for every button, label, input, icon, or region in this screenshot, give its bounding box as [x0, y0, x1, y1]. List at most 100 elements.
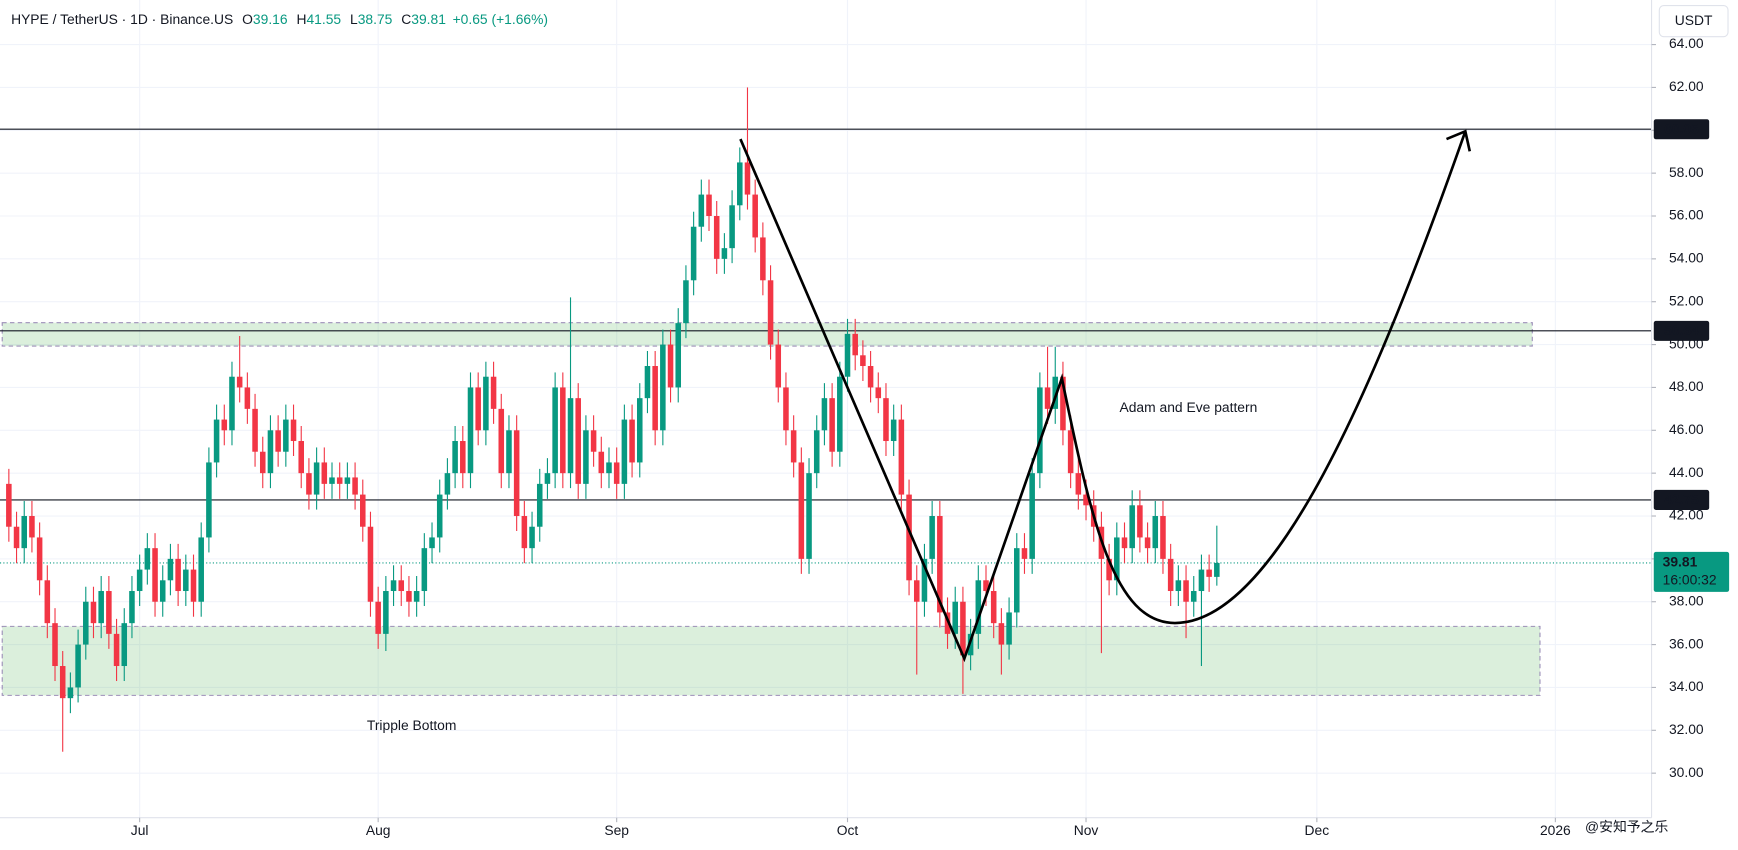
ohlc-label: L	[350, 11, 358, 27]
levels	[0, 128, 1652, 564]
candle-body	[667, 344, 674, 388]
zones	[1, 322, 1541, 696]
candle-body	[1206, 569, 1212, 577]
candle-body	[190, 569, 197, 602]
candle-body	[944, 612, 951, 634]
candle-body	[21, 516, 28, 549]
y-tick-label: 54.00	[1669, 250, 1704, 266]
candle-body	[775, 344, 782, 388]
candle-body	[829, 398, 835, 452]
y-tick-label: 42.00	[1669, 507, 1704, 523]
zone	[1, 625, 1541, 696]
candle-body	[1106, 558, 1112, 581]
x-tick-label: Dec	[1305, 822, 1330, 838]
candle-body	[1029, 473, 1035, 559]
candle-body	[383, 591, 389, 634]
candle-body	[167, 558, 174, 581]
candle-body	[652, 366, 658, 431]
candle-body	[290, 419, 297, 442]
candle-body	[483, 376, 489, 431]
currency-box[interactable]	[1658, 5, 1729, 38]
change: +0.65 (+1.66%)	[453, 11, 548, 27]
candle-body	[752, 194, 758, 238]
y-tick-label: 58.00	[1669, 164, 1704, 180]
candle-body	[975, 580, 982, 634]
y-tick-label: 36.00	[1669, 635, 1704, 651]
candle-body	[75, 644, 81, 688]
candle-body	[867, 366, 874, 388]
candle-body	[552, 387, 558, 474]
candle-body	[1075, 473, 1082, 495]
y-tick-label: 64.00	[1669, 35, 1704, 51]
candle-body	[906, 494, 912, 581]
candle-body	[275, 430, 281, 452]
y-tick-label: 30.00	[1669, 764, 1704, 780]
candle-body	[152, 548, 158, 602]
candle-body	[960, 601, 966, 656]
ohlc-label: H	[296, 11, 306, 27]
pattern-path	[739, 130, 1467, 663]
candle-body	[460, 441, 466, 474]
candle-body	[1198, 569, 1205, 592]
candle-body	[806, 473, 812, 559]
candle-body	[136, 569, 143, 592]
candle-body	[606, 462, 612, 474]
candle-body	[929, 516, 935, 559]
level-label: 50.64	[1664, 322, 1699, 338]
last-price-box	[1653, 551, 1730, 592]
candle-body	[44, 580, 51, 624]
axes: 30.0032.0034.0036.0038.0040.0042.0044.00…	[131, 35, 1730, 838]
candle-body	[1167, 558, 1174, 592]
candle-body	[875, 387, 882, 399]
candle-body	[106, 591, 112, 634]
candle-body	[521, 516, 528, 549]
candle-body	[683, 280, 689, 324]
x-tick-label: Jul	[131, 822, 149, 838]
candle-body	[367, 526, 374, 602]
candle-body	[490, 376, 497, 409]
candles	[6, 87, 1220, 752]
candle-body	[90, 601, 97, 624]
candle-body	[360, 494, 366, 527]
y-tick-label: 62.00	[1669, 78, 1704, 94]
candle-body	[621, 419, 628, 484]
candle-body	[1144, 537, 1151, 549]
pattern-drawing	[739, 129, 1472, 663]
candle-body	[1129, 505, 1135, 549]
candle-body	[344, 477, 351, 484]
candle-body	[183, 569, 189, 592]
ohlc-value: 41.55	[306, 11, 341, 27]
candle-body	[506, 430, 512, 474]
candle-body	[998, 623, 1005, 645]
level-label: 60.05	[1664, 120, 1699, 136]
candle-body	[983, 580, 989, 592]
candle-body	[636, 398, 643, 463]
candle-body	[629, 419, 635, 463]
candle-body	[1183, 580, 1189, 602]
candle-body	[837, 376, 843, 452]
candle-body	[544, 473, 551, 484]
candle-body	[737, 162, 743, 206]
candle-body	[1083, 494, 1089, 506]
ohlc-value: 38.75	[358, 11, 393, 27]
ohlc-value: 39.81	[411, 11, 446, 27]
candle-body	[229, 376, 235, 431]
candle-body	[1014, 548, 1020, 613]
candle-body	[175, 558, 181, 592]
candle-body	[421, 548, 428, 592]
level-label-box	[1653, 489, 1710, 510]
candle-body	[513, 430, 520, 517]
ohlc-value: 39.16	[253, 11, 288, 27]
candle-body	[198, 537, 204, 602]
candle-body	[1067, 430, 1074, 474]
candle-body	[59, 666, 66, 699]
candle-body	[690, 226, 697, 281]
watermark: @安知予之乐	[1585, 818, 1668, 834]
candle-body	[475, 387, 481, 431]
candle-body	[98, 591, 104, 624]
candle-body	[783, 387, 789, 431]
candle-body	[575, 398, 581, 484]
candle-body	[429, 537, 435, 549]
